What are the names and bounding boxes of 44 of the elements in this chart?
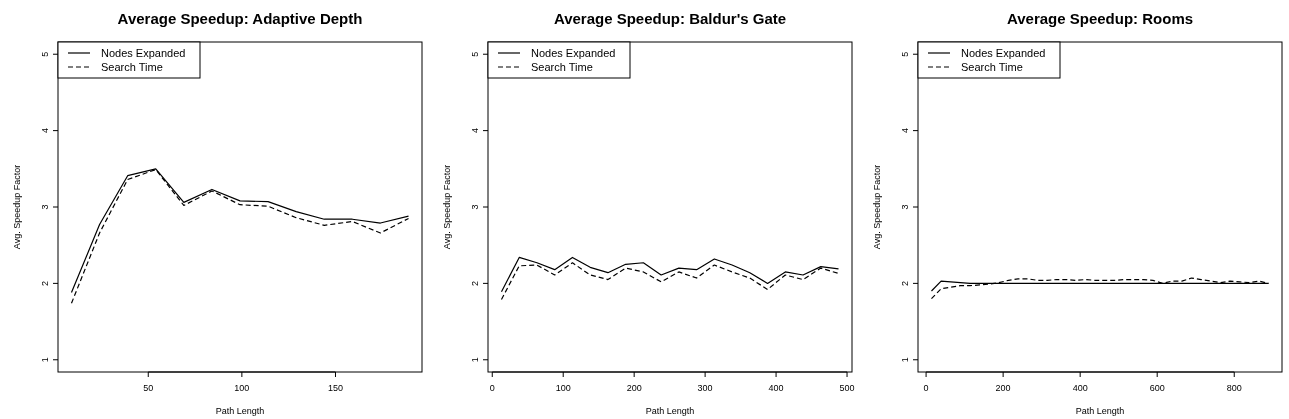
legend-label: Search Time	[531, 61, 593, 73]
y-tick-label: 3	[40, 204, 50, 210]
x-tick-label: 200	[626, 383, 642, 393]
y-tick-label: 1	[470, 357, 480, 363]
y-tick-label: 3	[470, 204, 480, 210]
y-axis-title: Avg. Speedup Factor	[872, 164, 882, 250]
chart-title: Average Speedup: Baldur's Gate	[553, 10, 787, 27]
x-tick-label: 600	[1149, 383, 1165, 393]
x-tick-label: 100	[555, 383, 571, 393]
x-tick-label: 300	[697, 383, 713, 393]
chart-title: Average Speedup: Rooms	[1006, 10, 1194, 27]
legend-label: Search Time	[961, 61, 1023, 73]
y-tick-label: 3	[900, 204, 910, 210]
legend-label: Nodes Expanded	[101, 47, 186, 59]
x-axis-title: Path Length	[215, 406, 265, 416]
y-tick-label: 5	[900, 51, 910, 57]
y-tick-label: 1	[900, 357, 910, 363]
y-tick-label: 4	[900, 128, 910, 134]
x-axis-title: Path Length	[1075, 406, 1125, 416]
y-axis-title: Avg. Speedup Factor	[12, 164, 22, 250]
y-tick-label: 5	[40, 51, 50, 57]
y-tick-label: 4	[40, 128, 50, 134]
x-tick-label: 200	[995, 383, 1011, 393]
x-tick-label: 50	[143, 383, 154, 393]
legend-label: Nodes Expanded	[531, 47, 616, 59]
y-tick-label: 4	[470, 128, 480, 134]
x-tick-label: 400	[1072, 383, 1088, 393]
x-tick-label: 0	[923, 383, 929, 393]
x-tick-label: 100	[234, 383, 250, 393]
x-axis-title: Path Length	[645, 406, 695, 416]
x-tick-label: 400	[768, 383, 784, 393]
x-tick-label: 800	[1226, 383, 1242, 393]
x-tick-label: 0	[489, 383, 495, 393]
legend-label: Search Time	[101, 61, 163, 73]
y-tick-label: 2	[900, 280, 910, 286]
y-tick-label: 2	[40, 280, 50, 286]
x-tick-label: 150	[327, 383, 344, 393]
chart-title: Average Speedup: Adaptive Depth	[117, 10, 363, 27]
y-tick-label: 2	[470, 280, 480, 286]
legend-label: Nodes Expanded	[961, 47, 1046, 59]
x-tick-label: 500	[839, 383, 855, 393]
y-tick-label: 1	[40, 357, 50, 363]
y-axis-title: Avg. Speedup Factor	[442, 164, 452, 250]
y-tick-label: 5	[470, 51, 480, 57]
